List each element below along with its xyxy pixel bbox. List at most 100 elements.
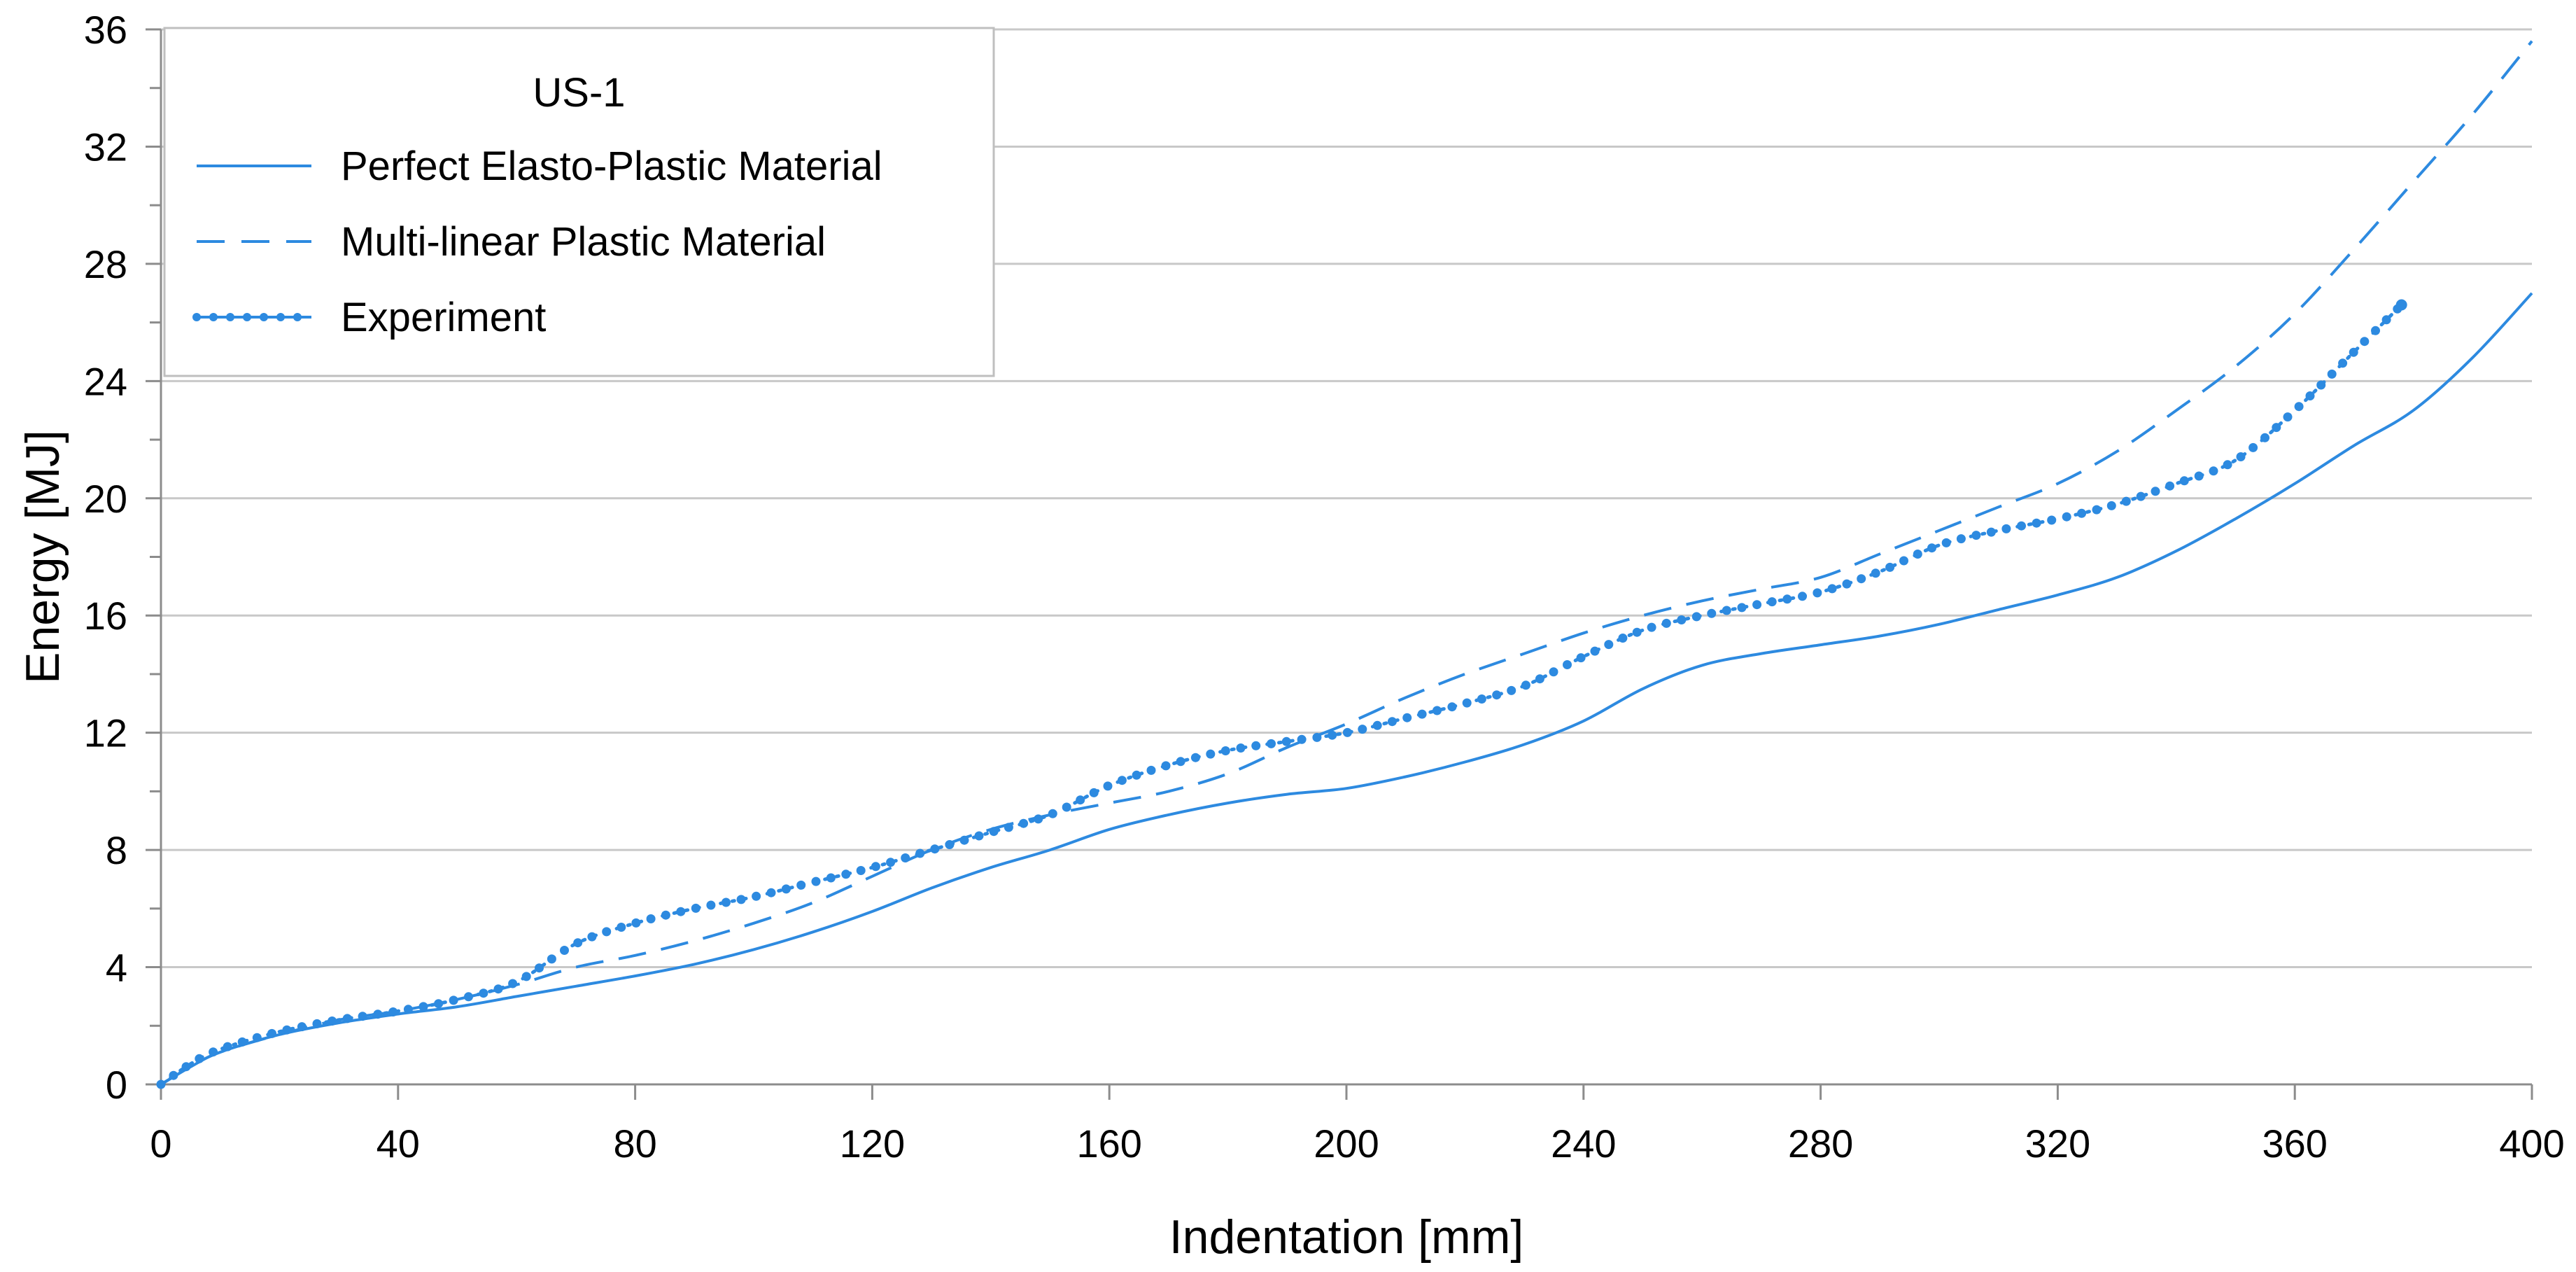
experiment-marker (328, 1016, 337, 1026)
experiment-marker (2316, 380, 2326, 390)
experiment-marker (2395, 299, 2407, 311)
x-tick-label: 80 (613, 1121, 656, 1166)
experiment-marker (2338, 358, 2348, 368)
y-tick-label: 36 (84, 8, 127, 52)
experiment-marker (781, 884, 791, 894)
experiment-marker (752, 891, 761, 901)
experiment-marker (1462, 698, 1472, 708)
experiment-marker (1722, 606, 1731, 615)
x-tick-label: 240 (1551, 1121, 1616, 1166)
experiment-marker (2371, 326, 2380, 335)
x-tick-label: 0 (150, 1121, 171, 1166)
experiment-marker (195, 1054, 204, 1063)
experiment-marker (267, 1028, 276, 1038)
experiment-marker (312, 1019, 322, 1028)
x-tick-label: 200 (1314, 1121, 1379, 1166)
experiment-marker (2223, 460, 2232, 470)
experiment-marker (722, 897, 731, 907)
experiment-marker (1691, 612, 1701, 622)
experiment-marker (1297, 734, 1307, 744)
x-tick-label: 40 (376, 1121, 420, 1166)
experiment-marker (2194, 471, 2204, 481)
experiment-marker (508, 979, 518, 988)
experiment-marker (464, 992, 473, 1002)
experiment-marker (252, 1033, 262, 1042)
experiment-marker (2260, 433, 2269, 442)
legend-marker (293, 313, 302, 321)
legend-item: Perfect Elasto-Plastic Material (197, 144, 882, 189)
series-1 (160, 40, 2533, 1086)
legend-marker (260, 313, 268, 321)
experiment-marker (1176, 757, 1185, 767)
experiment-marker (736, 895, 746, 904)
series-2 (156, 299, 2407, 1089)
experiment-marker (1647, 622, 1656, 632)
experiment-marker (1251, 741, 1261, 750)
experiment-marker (342, 1014, 352, 1023)
experiment-marker (403, 1005, 413, 1014)
experiment-marker (1956, 534, 1966, 544)
y-axis-title: Energy [MJ] (16, 430, 69, 684)
experiment-marker (646, 914, 656, 923)
experiment-marker (706, 900, 716, 910)
experiment-marker (2294, 402, 2304, 412)
experiment-marker (1433, 706, 1442, 715)
experiment-marker (2283, 412, 2293, 422)
experiment-marker (223, 1042, 232, 1051)
experiment-marker (1190, 753, 1200, 762)
experiment-marker (915, 848, 925, 858)
experiment-marker (1885, 562, 1895, 572)
experiment-marker (237, 1037, 247, 1047)
experiment-marker (209, 1047, 218, 1057)
experiment-marker (676, 907, 686, 916)
experiment-marker (989, 827, 999, 837)
x-tick-label: 120 (840, 1121, 905, 1166)
legend-marker (192, 313, 201, 321)
experiment-marker (2136, 491, 2146, 501)
experiment-marker (1206, 749, 1216, 759)
experiment-marker (1842, 579, 1852, 589)
experiment-marker (2017, 521, 2026, 531)
x-tick-label: 160 (1076, 1121, 1141, 1166)
experiment-marker (493, 984, 503, 994)
experiment-marker (886, 858, 896, 867)
y-tick-label: 16 (84, 594, 127, 638)
x-tick-label: 360 (2262, 1121, 2327, 1166)
experiment-marker (1767, 597, 1777, 607)
experiment-marker (169, 1070, 178, 1080)
axes (146, 28, 2533, 1100)
legend-label: Experiment (341, 295, 546, 340)
experiment-marker (1857, 574, 1866, 584)
experiment-marker (1576, 653, 1586, 663)
experiment-marker (1358, 725, 1367, 734)
experiment-marker (617, 923, 626, 932)
experiment-marker (661, 910, 670, 920)
experiment-marker (449, 995, 458, 1005)
experiment-marker (1971, 531, 1981, 540)
experiment-marker (1402, 713, 1412, 722)
experiment-marker (1220, 746, 1230, 755)
experiment-marker (1342, 727, 1352, 737)
experiment-marker (1477, 694, 1486, 704)
experiment-marker (1387, 717, 1397, 727)
experiment-marker (1328, 730, 1337, 740)
experiment-marker (841, 869, 851, 879)
x-tick-label: 280 (1788, 1121, 1853, 1166)
x-tick-label: 400 (2499, 1121, 2564, 1166)
experiment-marker (358, 1012, 367, 1021)
experiment-marker (1076, 795, 1085, 805)
legend-title: US-1 (533, 70, 625, 116)
experiment-marker (2062, 512, 2071, 522)
experiment-marker (1281, 736, 1291, 746)
experiment-marker (1632, 627, 1642, 637)
legend-marker (226, 313, 234, 321)
experiment-marker (282, 1025, 292, 1035)
experiment-marker (2236, 452, 2246, 461)
experiment-marker (796, 880, 806, 890)
experiment-marker (1117, 776, 1127, 785)
legend-item: Experiment (192, 295, 546, 340)
experiment-marker (479, 988, 488, 998)
experiment-marker (930, 844, 940, 854)
